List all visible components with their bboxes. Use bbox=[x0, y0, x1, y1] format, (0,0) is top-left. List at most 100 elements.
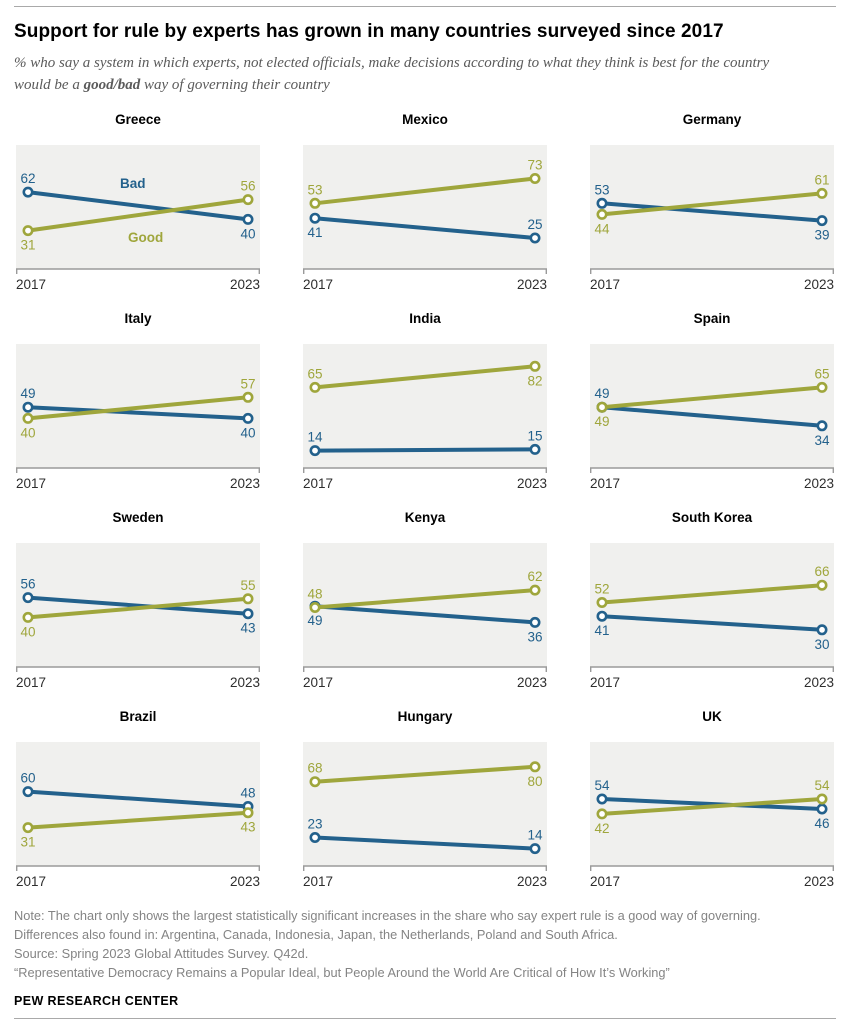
x-tick-label-2017: 2017 bbox=[303, 476, 333, 491]
good-value-label: 52 bbox=[594, 581, 609, 596]
good-value-label: 55 bbox=[240, 577, 255, 592]
x-tick-label-2023: 2023 bbox=[804, 476, 834, 491]
bad-point-2023 bbox=[529, 232, 541, 244]
bad-point-2023 bbox=[529, 443, 541, 455]
bottom-divider bbox=[14, 1018, 836, 1020]
slope-chart: 56 43 40 55 2017 2023 bbox=[16, 542, 261, 690]
bad-point-2023 bbox=[242, 213, 254, 225]
good-value-label: 82 bbox=[527, 373, 542, 388]
slope-chart: 41 30 52 66 2017 2023 bbox=[590, 542, 835, 690]
country-panel-south-korea: South Korea 41 30 52 66 2017 2023 bbox=[588, 510, 836, 697]
bad-value-label: 54 bbox=[594, 778, 610, 793]
x-tick-label-2023: 2023 bbox=[517, 476, 547, 491]
bad-line bbox=[601, 200, 823, 223]
bad-point-2023 bbox=[529, 842, 541, 854]
bad-value-label: 62 bbox=[20, 171, 35, 186]
bad-point-2023 bbox=[242, 607, 254, 619]
bad-point-2017 bbox=[596, 793, 608, 805]
bad-value-label: 43 bbox=[240, 620, 255, 635]
x-tick-label-2023: 2023 bbox=[230, 476, 260, 491]
good-line bbox=[314, 176, 536, 205]
note-line-1: Note: The chart only shows the largest s… bbox=[14, 907, 761, 923]
good-line bbox=[314, 363, 536, 389]
country-panel-brazil: Brazil 60 48 31 43 2017 2023 bbox=[14, 709, 262, 896]
slope-chart: 14 15 65 82 2017 2023 bbox=[303, 343, 548, 491]
good-value-label: 66 bbox=[814, 564, 829, 579]
good-value-label: 54 bbox=[814, 778, 830, 793]
bad-point-2017 bbox=[596, 610, 608, 622]
good-point-2017 bbox=[22, 412, 34, 424]
good-point-2023 bbox=[242, 193, 254, 205]
country-panel-greece: Greece 62 40 31 56 Bad Good 2017 2023 bbox=[14, 112, 262, 299]
x-tick-label-2017: 2017 bbox=[590, 675, 620, 690]
bad-value-label: 49 bbox=[20, 386, 35, 401]
bad-value-label: 48 bbox=[240, 785, 255, 800]
x-tick-label-2023: 2023 bbox=[517, 874, 547, 889]
bad-line bbox=[314, 215, 536, 240]
good-point-2017 bbox=[309, 775, 321, 787]
plot-background bbox=[303, 144, 547, 269]
bad-point-2017 bbox=[22, 591, 34, 603]
good-value-label: 31 bbox=[20, 834, 35, 849]
bad-point-2017 bbox=[596, 197, 608, 209]
report-title-line: “Representative Democracy Remains a Popu… bbox=[14, 965, 670, 981]
bad-value-label: 60 bbox=[20, 770, 35, 785]
bad-line bbox=[27, 595, 249, 616]
good-point-2023 bbox=[529, 172, 541, 184]
brand-label: PEW RESEARCH CENTER bbox=[14, 994, 179, 1009]
good-line bbox=[314, 587, 536, 609]
good-line bbox=[27, 810, 249, 830]
bad-value-label: 39 bbox=[814, 227, 829, 242]
bad-line bbox=[601, 613, 823, 632]
x-tick-label-2023: 2023 bbox=[517, 675, 547, 690]
good-point-2023 bbox=[816, 793, 828, 805]
country-panel-hungary: Hungary 23 14 68 80 2017 2023 bbox=[301, 709, 549, 896]
country-panel-mexico: Mexico 41 25 53 73 2017 2023 bbox=[301, 112, 549, 299]
panel-title: Hungary bbox=[397, 708, 453, 724]
good-point-2017 bbox=[22, 821, 34, 833]
country-panel-sweden: Sweden 56 43 40 55 2017 2023 bbox=[14, 510, 262, 697]
bad-line bbox=[601, 404, 823, 428]
slope-chart: 23 14 68 80 2017 2023 bbox=[303, 741, 548, 889]
panel-title: South Korea bbox=[671, 509, 753, 525]
good-point-2023 bbox=[529, 760, 541, 772]
bad-value-label: 53 bbox=[594, 182, 609, 197]
good-point-2017 bbox=[309, 381, 321, 393]
bad-value-label: 40 bbox=[240, 425, 255, 440]
good-value-label: 62 bbox=[527, 569, 542, 584]
good-point-2017 bbox=[596, 401, 608, 413]
slope-chart: 53 39 44 61 2017 2023 bbox=[590, 144, 835, 292]
x-tick-label-2017: 2017 bbox=[16, 277, 46, 292]
x-tick-label-2017: 2017 bbox=[590, 874, 620, 889]
bad-value-label: 56 bbox=[20, 576, 35, 591]
bad-point-2023 bbox=[529, 616, 541, 628]
slope-chart: 62 40 31 56 Bad Good 2017 2023 bbox=[16, 144, 261, 292]
x-tick-label-2017: 2017 bbox=[303, 277, 333, 292]
country-panel-uk: UK 54 46 42 54 2017 2023 bbox=[588, 709, 836, 896]
good-value-label: 49 bbox=[594, 414, 609, 429]
bad-point-2017 bbox=[309, 212, 321, 224]
panel-title: Mexico bbox=[402, 111, 448, 127]
x-tick-label-2017: 2017 bbox=[303, 874, 333, 889]
panel-title: Brazil bbox=[119, 708, 157, 724]
good-value-label: 40 bbox=[20, 624, 35, 639]
x-tick-label-2017: 2017 bbox=[303, 675, 333, 690]
bad-value-label: 46 bbox=[814, 816, 829, 831]
good-point-2017 bbox=[309, 197, 321, 209]
good-value-label: 73 bbox=[527, 157, 542, 172]
good-value-label: 56 bbox=[240, 178, 255, 193]
bad-value-label: 49 bbox=[307, 613, 322, 628]
bad-point-2023 bbox=[816, 803, 828, 815]
good-value-label: 42 bbox=[594, 820, 609, 835]
chart-subtitle: % who say a system in which experts, not… bbox=[14, 53, 804, 97]
good-point-2023 bbox=[816, 187, 828, 199]
good-value-label: 43 bbox=[240, 819, 255, 834]
good-value-label: 65 bbox=[814, 366, 829, 381]
bad-value-label: 30 bbox=[814, 636, 829, 651]
bad-series-label: Bad bbox=[120, 176, 146, 191]
good-point-2023 bbox=[529, 360, 541, 372]
good-point-2017 bbox=[22, 224, 34, 236]
plot-background bbox=[590, 542, 834, 667]
good-series-label: Good bbox=[128, 230, 163, 245]
x-tick-label-2017: 2017 bbox=[590, 476, 620, 491]
